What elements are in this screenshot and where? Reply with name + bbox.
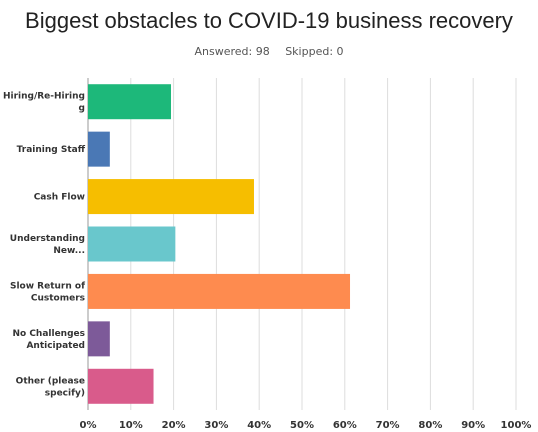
x-tick-label: 10%: [119, 420, 143, 431]
bar: [88, 131, 110, 167]
category-label: Understanding: [10, 234, 85, 244]
grid-lines: [87, 78, 517, 410]
category-labels: Hiring/Re-Hiring g Training Staff Cash Flow…: [3, 92, 86, 399]
x-tick-label: 90%: [461, 420, 485, 431]
bar: [88, 368, 154, 404]
category-label: New...: [53, 246, 85, 256]
chart-subtitle: Answered: 98 Skipped: 0: [0, 45, 538, 58]
category-label: Anticipated: [26, 341, 85, 351]
bars: [88, 84, 351, 404]
x-tick-label: 0%: [80, 420, 97, 431]
category-label: specify): [45, 388, 85, 398]
x-tick-label: 100%: [501, 420, 532, 431]
category-label: Customers: [31, 293, 85, 303]
category-label: g: [79, 104, 85, 114]
category-label: Slow Return of: [10, 281, 85, 291]
x-tick-label: 40%: [247, 420, 271, 431]
bar: [88, 84, 171, 120]
skipped-count: Skipped: 0: [285, 45, 344, 58]
x-tick-labels: 0% 10% 20% 30% 40% 50% 60% 70% 80% 90% 100%: [80, 420, 532, 431]
x-tick-label: 30%: [204, 420, 228, 431]
bar: [88, 321, 110, 357]
x-tick-label: 60%: [333, 420, 357, 431]
x-tick-label: 80%: [418, 420, 442, 431]
bar: [88, 226, 176, 262]
x-tick-label: 70%: [376, 420, 400, 431]
bar: [88, 179, 254, 215]
x-tick-label: 20%: [162, 420, 186, 431]
category-label: No Challenges: [12, 329, 85, 339]
x-tick-label: 50%: [290, 420, 314, 431]
bar: [88, 273, 351, 309]
category-label: Training Staff: [17, 145, 86, 155]
category-label: Hiring/Re-Hiring: [3, 92, 85, 102]
answered-count: Answered: 98: [194, 45, 270, 58]
category-label: Cash Flow: [34, 193, 85, 203]
category-label: Other (please: [16, 376, 85, 386]
chart-title: Biggest obstacles to COVID-19 business r…: [25, 8, 513, 33]
